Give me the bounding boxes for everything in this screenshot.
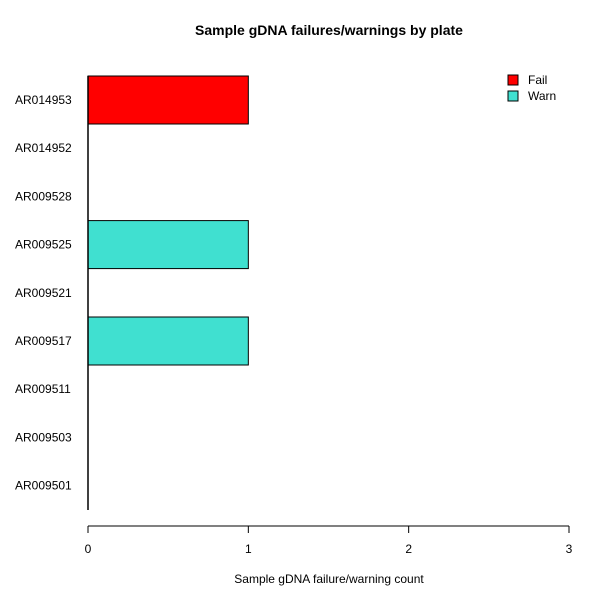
x-tick-label-1: 1: [245, 542, 252, 556]
category-label-ar009501: AR009501: [15, 479, 72, 493]
legend-label-warn: Warn: [528, 89, 556, 103]
category-labels: AR014953 AR014952 AR009528 AR009525 AR009521…: [15, 93, 72, 493]
chart-title: Sample gDNA failures/warnings by plate: [195, 22, 463, 38]
bars-group: [87, 75, 249, 366]
category-label-ar009511: AR009511: [15, 382, 71, 396]
legend-swatch-fail: [507, 74, 519, 86]
x-tick-label-0: 0: [85, 542, 92, 556]
category-label-ar014952: AR014952: [15, 141, 72, 155]
category-label-ar009525: AR009525: [15, 238, 72, 252]
x-axis-title: Sample gDNA failure/warning count: [234, 572, 424, 586]
legend: Fail Warn: [507, 73, 556, 103]
category-label-ar014953: AR014953: [15, 93, 72, 107]
bar-warn-ar009517: [87, 316, 249, 366]
legend-swatch-warn: [507, 90, 519, 102]
x-tick-label-2: 2: [405, 542, 412, 556]
bar-warn-ar009525: [87, 220, 249, 270]
category-label-ar009528: AR009528: [15, 189, 72, 203]
bar-fail-ar014953: [87, 75, 249, 125]
category-label-ar009517: AR009517: [15, 334, 72, 348]
x-tick-label-3: 3: [566, 542, 573, 556]
legend-label-fail: Fail: [528, 73, 547, 87]
category-label-ar009503: AR009503: [15, 430, 72, 444]
category-label-ar009521: AR009521: [15, 286, 72, 300]
x-axis: 0 1 2 3: [85, 525, 573, 556]
